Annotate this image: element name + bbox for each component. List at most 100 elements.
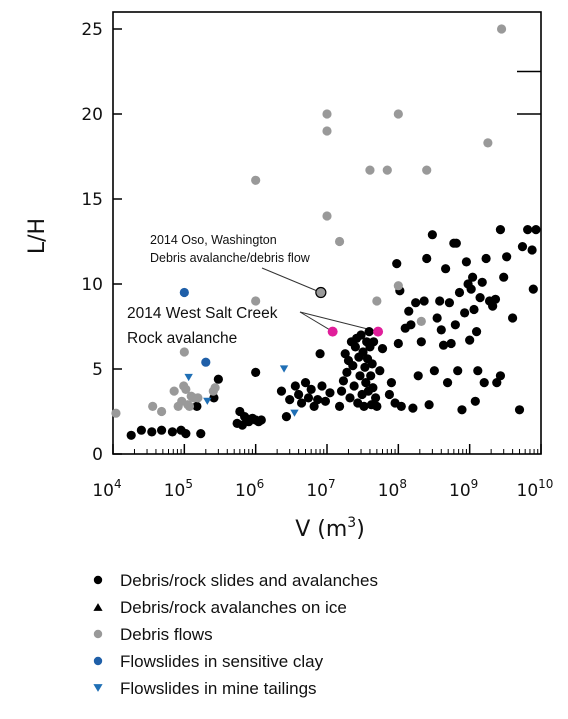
point-debris-flows bbox=[322, 109, 332, 119]
annotation-wsc-line1: 2014 West Salt Creek bbox=[127, 305, 278, 322]
point-debris-rock-slides-and-avalanches bbox=[523, 225, 533, 235]
point-debris-rock-slides-and-avalanches bbox=[406, 320, 416, 330]
point-debris-rock-slides-and-avalanches bbox=[360, 362, 370, 372]
point-debris-rock-slides-and-avalanches bbox=[479, 378, 489, 388]
point-debris-rock-slides-and-avalanches bbox=[477, 277, 487, 287]
legend-marker bbox=[93, 629, 103, 639]
point-debris-flows bbox=[393, 281, 403, 291]
legend-marker bbox=[93, 684, 103, 692]
point-debris-rock-slides-and-avalanches bbox=[404, 306, 414, 316]
point-debris-rock-slides-and-avalanches bbox=[290, 381, 300, 391]
legend-marker-shape bbox=[93, 629, 103, 639]
point-debris-rock-slides-and-avalanches bbox=[256, 415, 266, 425]
point-debris-rock-slides-and-avalanches bbox=[442, 378, 453, 388]
point-debris-rock-slides-and-avalanches bbox=[358, 347, 368, 357]
point-debris-rock-slides-and-avalanches bbox=[296, 398, 307, 408]
point-debris-rock-slides-and-avalanches bbox=[416, 337, 426, 347]
point-debris-rock-slides-and-avalanches bbox=[454, 287, 465, 298]
point-debris-rock-slides-and-avalanches bbox=[345, 393, 355, 403]
point-debris-flows bbox=[179, 347, 189, 357]
point-debris-flows bbox=[251, 296, 261, 306]
point-debris-rock-slides-and-avalanches bbox=[377, 344, 388, 354]
point-debris-flows bbox=[365, 165, 375, 175]
point-debris-rock-slides-and-avalanches bbox=[306, 384, 316, 394]
highlighted-point-wsc bbox=[373, 326, 384, 337]
annotation-leader-line bbox=[299, 311, 333, 333]
point-debris-rock-slides-and-avalanches bbox=[465, 335, 475, 345]
point-flowslides-in-mine-tailings bbox=[184, 373, 193, 382]
point-debris-rock-slides-and-avalanches bbox=[424, 400, 434, 410]
legend-label: Debris/rock slides and avalanches bbox=[120, 571, 378, 590]
point-flowslides-in-sensitive-clay bbox=[201, 357, 211, 367]
point-debris-rock-slides-and-avalanches bbox=[517, 242, 528, 252]
point-debris-rock-slides-and-avalanches bbox=[368, 383, 378, 393]
point-debris-rock-slides-and-avalanches bbox=[422, 253, 432, 264]
point-debris-rock-slides-and-avalanches bbox=[303, 393, 314, 403]
point-debris-rock-slides-and-avalanches bbox=[156, 425, 167, 435]
point-debris-rock-slides-and-avalanches bbox=[285, 395, 295, 405]
point-debris-rock-slides-and-avalanches bbox=[147, 427, 157, 437]
point-debris-rock-slides-and-avalanches bbox=[276, 386, 287, 396]
point-debris-rock-slides-and-avalanches bbox=[408, 403, 418, 413]
point-debris-rock-slides-and-avalanches bbox=[338, 376, 349, 386]
point-debris-rock-slides-and-avalanches bbox=[411, 298, 421, 308]
x-tick-label: 105 bbox=[164, 477, 193, 501]
x-tick-label: 106 bbox=[235, 477, 264, 501]
point-debris-rock-slides-and-avalanches bbox=[473, 366, 483, 376]
point-debris-rock-slides-and-avalanches bbox=[514, 405, 525, 415]
y-tick-label: 5 bbox=[92, 360, 103, 380]
y-tick-label: 15 bbox=[81, 190, 103, 210]
point-flowslides-in-mine-tailings bbox=[290, 409, 299, 417]
point-debris-rock-slides-and-avalanches bbox=[451, 238, 461, 248]
point-debris-rock-slides-and-avalanches bbox=[355, 371, 365, 381]
point-debris-rock-slides-and-avalanches bbox=[495, 225, 506, 235]
point-debris-rock-slides-and-avalanches bbox=[432, 313, 442, 323]
y-tick-label: 10 bbox=[81, 275, 103, 295]
point-debris-rock-slides-and-avalanches bbox=[466, 284, 476, 294]
point-debris-rock-slides-and-avalanches bbox=[461, 257, 472, 267]
y-tick-label: 0 bbox=[92, 445, 103, 465]
point-debris-rock-slides-and-avalanches bbox=[349, 381, 359, 391]
point-debris-rock-slides-and-avalanches bbox=[384, 389, 395, 400]
point-debris-rock-slides-and-avalanches bbox=[492, 378, 502, 388]
point-debris-rock-slides-and-avalanches bbox=[481, 253, 491, 264]
point-debris-rock-slides-and-avalanches bbox=[438, 340, 449, 350]
point-flowslides-in-sensitive-clay bbox=[179, 287, 189, 298]
point-debris-rock-slides-and-avalanches bbox=[441, 264, 451, 274]
point-debris-flows bbox=[322, 126, 332, 136]
highlighted-point-oso bbox=[315, 286, 327, 299]
point-debris-rock-slides-and-avalanches bbox=[192, 401, 202, 411]
point-debris-rock-slides-and-avalanches bbox=[348, 361, 358, 371]
point-debris-rock-slides-and-avalanches bbox=[392, 259, 402, 269]
point-debris-rock-slides-and-avalanches bbox=[490, 294, 501, 304]
point-debris-rock-slides-and-avalanches bbox=[460, 308, 470, 318]
point-debris-rock-slides-and-avalanches bbox=[300, 378, 311, 388]
point-debris-flows bbox=[334, 236, 345, 247]
legend-label: Debris/rock avalanches on ice bbox=[120, 598, 347, 617]
point-debris-rock-slides-and-avalanches bbox=[457, 405, 467, 415]
axes: 0 5 10 15 20 25 104 105 106 107 108 109 1010 bbox=[81, 20, 553, 501]
point-debris-rock-slides-and-avalanches bbox=[167, 427, 177, 437]
point-debris-rock-slides-and-avalanches bbox=[350, 342, 360, 352]
point-debris-flows bbox=[148, 401, 158, 411]
point-debris-rock-slides-and-avalanches bbox=[419, 296, 429, 306]
annotation-leader-line bbox=[299, 311, 379, 333]
annotation-wsc-line2: Rock avalanche bbox=[127, 330, 237, 347]
point-debris-rock-slides-and-avalanches bbox=[367, 359, 377, 369]
y-tick-label: 25 bbox=[81, 20, 103, 40]
x-tick-label: 108 bbox=[378, 477, 407, 501]
point-debris-rock-slides-and-avalanches bbox=[528, 284, 538, 294]
point-debris-rock-slides-and-avalanches bbox=[444, 298, 455, 308]
legend-marker bbox=[93, 656, 103, 666]
y-axis-title: L/H bbox=[25, 218, 50, 254]
point-debris-flows bbox=[496, 24, 507, 34]
point-debris-rock-slides-and-avalanches bbox=[325, 388, 335, 398]
point-debris-rock-slides-and-avalanches bbox=[393, 338, 403, 349]
point-debris-rock-slides-and-avalanches bbox=[320, 396, 331, 406]
point-debris-rock-slides-and-avalanches bbox=[126, 430, 136, 440]
point-debris-flows bbox=[393, 109, 403, 119]
point-debris-rock-slides-and-avalanches bbox=[334, 401, 345, 411]
point-debris-rock-slides-and-avalanches bbox=[342, 367, 352, 377]
point-debris-rock-slides-and-avalanches bbox=[372, 401, 382, 411]
